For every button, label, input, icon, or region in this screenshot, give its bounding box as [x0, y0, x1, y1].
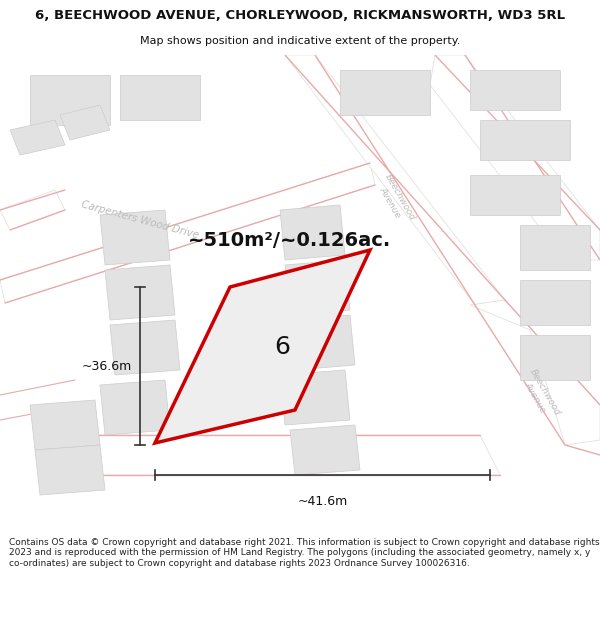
- Polygon shape: [155, 250, 370, 443]
- Polygon shape: [290, 425, 360, 475]
- Polygon shape: [110, 320, 180, 375]
- Text: 6, BEECHWOOD AVENUE, CHORLEYWOOD, RICKMANSWORTH, WD3 5RL: 6, BEECHWOOD AVENUE, CHORLEYWOOD, RICKMA…: [35, 9, 565, 22]
- Polygon shape: [35, 445, 105, 495]
- Text: Beechwood
Avenue: Beechwood Avenue: [374, 173, 416, 228]
- Polygon shape: [290, 315, 355, 370]
- Polygon shape: [100, 380, 170, 435]
- Text: Map shows position and indicative extent of the property.: Map shows position and indicative extent…: [140, 36, 460, 46]
- Polygon shape: [10, 120, 65, 155]
- Text: ~36.6m: ~36.6m: [82, 359, 132, 372]
- Polygon shape: [470, 300, 600, 445]
- Text: 6: 6: [275, 336, 290, 359]
- Polygon shape: [520, 225, 590, 270]
- Text: Carpenters Wood Drive: Carpenters Wood Drive: [80, 199, 200, 241]
- Polygon shape: [30, 400, 100, 450]
- Polygon shape: [0, 163, 375, 303]
- Text: ~510m²/~0.126ac.: ~510m²/~0.126ac.: [188, 231, 392, 249]
- Text: Beechwood
Avenue: Beechwood Avenue: [518, 368, 562, 423]
- Polygon shape: [285, 55, 505, 305]
- Polygon shape: [100, 210, 170, 265]
- Polygon shape: [340, 70, 430, 115]
- Polygon shape: [520, 335, 590, 380]
- Polygon shape: [105, 265, 175, 320]
- Polygon shape: [60, 105, 110, 140]
- Text: Contains OS data © Crown copyright and database right 2021. This information is : Contains OS data © Crown copyright and d…: [9, 538, 599, 568]
- Polygon shape: [480, 120, 570, 160]
- Polygon shape: [120, 75, 200, 120]
- Polygon shape: [285, 260, 350, 315]
- Polygon shape: [470, 70, 560, 110]
- Polygon shape: [280, 205, 345, 260]
- Polygon shape: [30, 75, 110, 125]
- Polygon shape: [75, 435, 500, 475]
- Polygon shape: [520, 280, 590, 325]
- Polygon shape: [280, 370, 350, 425]
- Text: ~41.6m: ~41.6m: [298, 495, 347, 508]
- Polygon shape: [0, 190, 65, 230]
- Polygon shape: [430, 55, 600, 260]
- Polygon shape: [470, 175, 560, 215]
